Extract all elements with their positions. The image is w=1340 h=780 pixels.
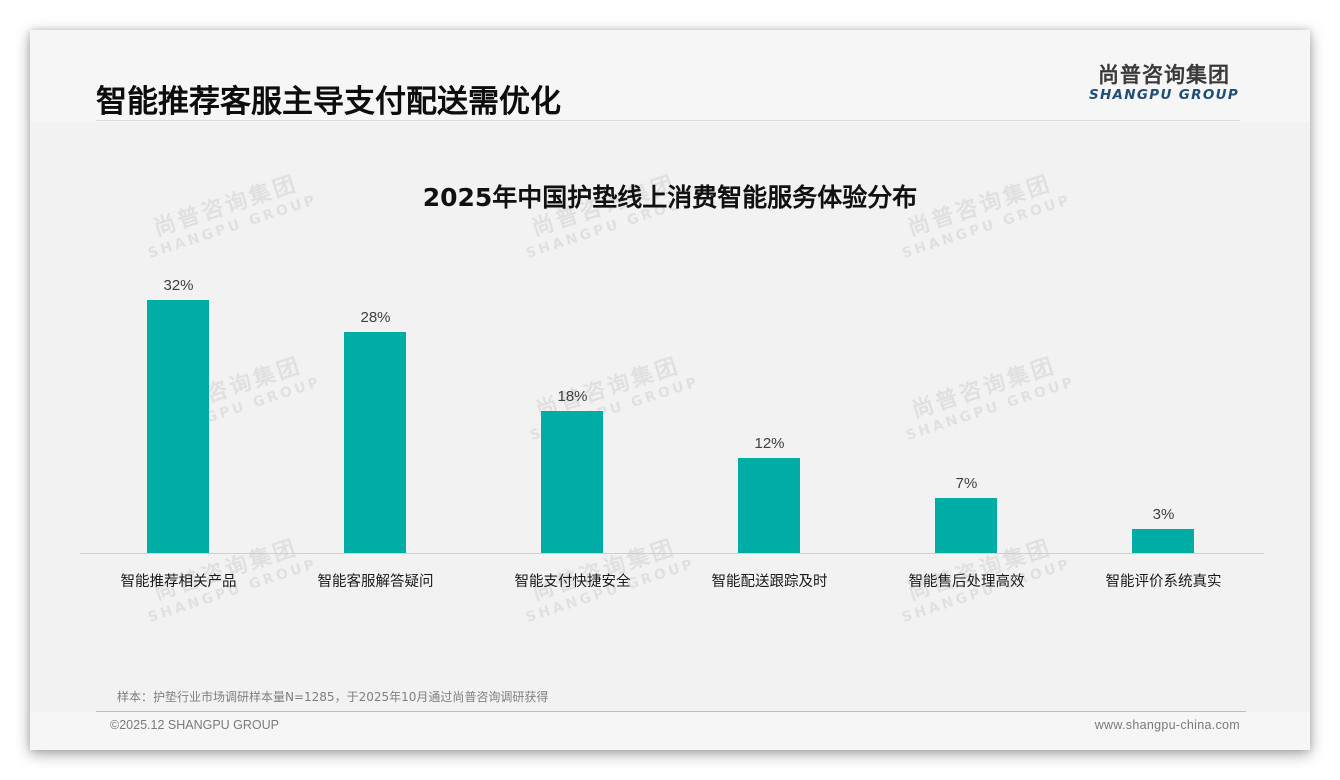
category-label: 智能配送跟踪及时 xyxy=(711,574,828,590)
bar-group: 3% 智能评价系统真实 xyxy=(1065,260,1262,620)
bar-group: 28% 智能客服解答疑问 xyxy=(277,260,474,620)
bar[interactable] xyxy=(147,300,209,553)
slide-card: 尚普咨询集团 SHANGPU GROUP 尚普咨询集团 SHANGPU GROU… xyxy=(30,30,1310,750)
chart-title: 2025年中国护垫线上消费智能服务体验分布 xyxy=(422,183,918,212)
bar[interactable] xyxy=(344,331,406,553)
copyright-text: ©2025.12 SHANGPU GROUP xyxy=(110,718,279,732)
logo-chinese: 尚普咨询集团 xyxy=(1098,63,1230,87)
x-axis-line xyxy=(80,553,1264,554)
bar-value-label: 32% xyxy=(163,277,194,295)
bar-chart: 32% 智能推荐相关产品 28% 智能客服解答疑问 18% 智能支付快捷安全 12% 智能配送… xyxy=(80,260,1264,620)
company-logo: 尚普咨询集团 SHANGPU GROUP xyxy=(1088,63,1240,103)
bar[interactable] xyxy=(541,410,603,553)
website-link[interactable]: www.shangpu-china.com xyxy=(1094,718,1240,732)
bar-value-label: 28% xyxy=(360,308,391,326)
header-divider xyxy=(96,120,1240,121)
bar-value-label: 12% xyxy=(754,435,785,453)
bar-group: 7% 智能售后处理高效 xyxy=(868,260,1065,620)
header-band xyxy=(30,30,1310,122)
bar-group: 12% 智能配送跟踪及时 xyxy=(671,260,868,620)
bar-value-label: 18% xyxy=(557,387,588,405)
footer-divider xyxy=(96,711,1246,712)
bar-value-label: 7% xyxy=(955,474,978,492)
sample-footnote: 样本：护垫行业市场调研样本量N=1285，于2025年10月通过尚普咨询调研获得 xyxy=(117,690,549,704)
page-title: 智能推荐客服主导支付配送需优化 xyxy=(96,84,561,120)
bar-group: 32% 智能推荐相关产品 xyxy=(80,260,277,620)
category-label: 智能推荐相关产品 xyxy=(120,574,237,590)
category-label: 智能评价系统真实 xyxy=(1105,574,1222,590)
bar[interactable] xyxy=(738,458,800,553)
bar-value-label: 3% xyxy=(1152,506,1175,524)
bar[interactable] xyxy=(935,497,997,553)
category-label: 智能客服解答疑问 xyxy=(317,574,434,590)
footer-band xyxy=(30,712,1310,750)
category-label: 智能售后处理高效 xyxy=(908,574,1025,590)
bar[interactable] xyxy=(1132,529,1194,553)
category-label: 智能支付快捷安全 xyxy=(514,574,631,590)
logo-english: SHANGPU GROUP xyxy=(1088,87,1240,103)
bar-group: 18% 智能支付快捷安全 xyxy=(474,260,671,620)
